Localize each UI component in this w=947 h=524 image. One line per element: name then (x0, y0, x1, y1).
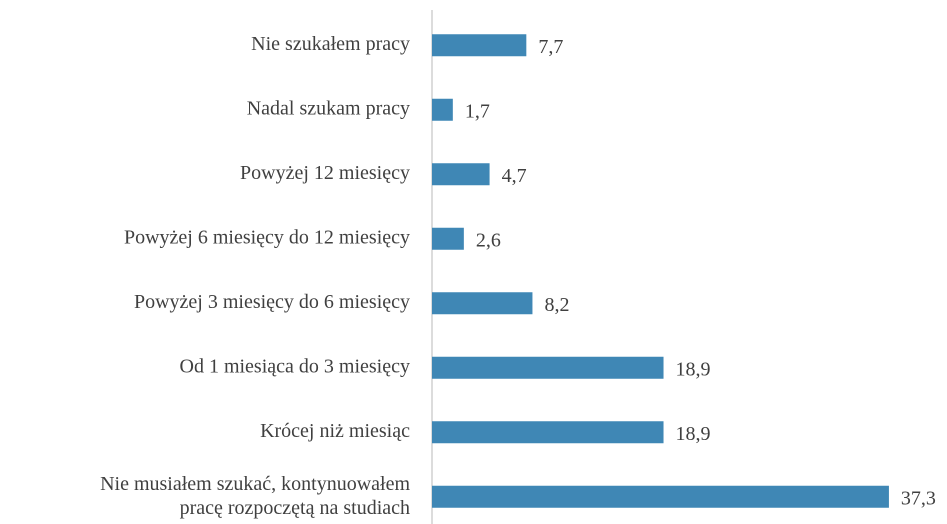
data-label: 2,6 (476, 229, 501, 251)
y-tick-label: Powyżej 12 miesięcy (240, 162, 410, 184)
bar (432, 227, 464, 250)
data-label: 4,7 (502, 165, 527, 187)
y-tick-label: Nie szukałem pracy (251, 33, 410, 55)
data-label: 7,7 (538, 36, 563, 58)
data-label: 8,2 (544, 294, 569, 316)
bar (432, 356, 664, 379)
y-tick-label: Od 1 miesiąca do 3 miesięcy (180, 355, 411, 377)
data-label: 18,9 (676, 358, 711, 380)
y-tick-label: Nie musiałem szukać, kontynuowałem pracę … (100, 472, 410, 518)
data-label: 1,7 (465, 100, 490, 122)
bar (432, 163, 490, 186)
bar (432, 485, 889, 508)
y-tick-label: Nadal szukam pracy (247, 97, 410, 119)
data-label: 18,9 (676, 423, 711, 445)
bar (432, 34, 527, 57)
bar (432, 421, 664, 444)
y-tick-label: Krócej niż miesiąc (260, 420, 410, 442)
bar (432, 292, 533, 315)
bar (432, 98, 453, 121)
y-tick-label: Powyżej 6 miesięcy do 12 miesięcy (124, 226, 410, 248)
data-label: 37,3 (901, 487, 936, 509)
y-tick-label: Powyżej 3 miesięcy do 6 miesięcy (134, 291, 410, 313)
